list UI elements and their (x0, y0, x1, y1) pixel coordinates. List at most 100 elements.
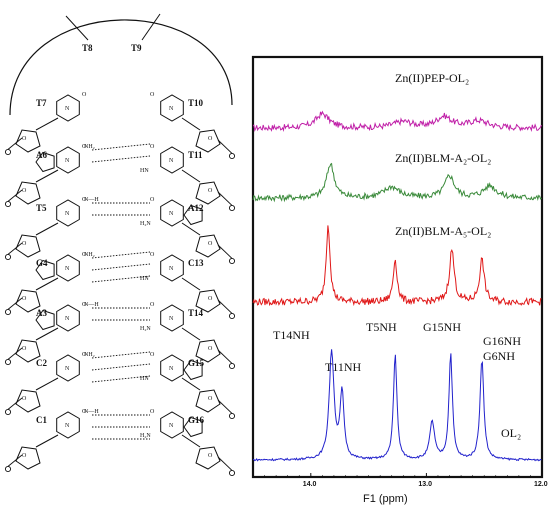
base-a12-n: N (169, 211, 174, 217)
base-a6-ring (56, 146, 80, 174)
sugar-a3-oxygen: O (22, 346, 27, 352)
base-a6-n: N (65, 158, 70, 164)
base-t14-ring (160, 304, 184, 332)
left-backbone-link-3 (7, 297, 23, 310)
sugar-t11 (195, 181, 221, 205)
base-c2-n: N (65, 366, 70, 372)
right-phosphate-5 (228, 412, 236, 420)
base-t10-o: O (150, 92, 155, 98)
sugar-c2-oxygen: O (22, 396, 27, 402)
hairpin-loop (9, 19, 233, 116)
base-a6-o: O (82, 144, 87, 150)
sugar-t5 (15, 234, 41, 258)
base-t5-n: N (65, 211, 70, 217)
base-g15-glycosidic-bond (181, 377, 201, 391)
trace-label-zn-blm-a5: Zn(II)BLM-A₅-OL₂ (395, 224, 491, 238)
base-a3-n: N (65, 316, 70, 322)
hbond-row3-1 (91, 263, 151, 271)
sugar-t14-oxygen: O (208, 346, 213, 352)
base-label-t14: T14 (188, 308, 204, 318)
base-label-t11: T11 (188, 150, 203, 160)
base-label-a12: A12 (188, 203, 204, 213)
peak-label-g16nh: G16NH (483, 334, 521, 348)
hbond-row5-1 (91, 363, 151, 371)
sugar-g15-oxygen: O (208, 396, 213, 402)
x-axis-ticks: 14.0 13.0 12.0 (264, 473, 548, 488)
base-g16-imidazole (183, 416, 203, 438)
loop-tick-t9 (141, 13, 161, 41)
base-label-t7: T7 (36, 98, 47, 108)
trace-label-zn-blm-a2: Zn(II)BLM-A₂-OL₂ (395, 151, 491, 165)
spectrum-traces (252, 110, 542, 462)
sugar-t14 (195, 339, 221, 363)
sugar-a3 (15, 339, 41, 363)
left-backbone-link-0 (7, 137, 23, 150)
peak-label-g6nh: G6NH (483, 349, 515, 363)
spectrum-trace-1 (252, 162, 542, 203)
base-a12-o: O (150, 197, 155, 203)
hbond-donor-6: N—H (84, 409, 99, 415)
hbond-row5-0 (91, 351, 151, 359)
base-c13-ring (160, 254, 184, 282)
sugar-c13-oxygen: O (208, 296, 213, 302)
right-backbone-link-6 (217, 456, 233, 471)
peak-label-t11nh: T11NH (325, 360, 362, 374)
base-c1-n: N (65, 423, 70, 429)
base-label-g4: G4 (36, 258, 48, 268)
sugar-phosphate-backbone: O O O O O O O O O O O O O O (4, 129, 236, 477)
hbond-row3-2 (91, 275, 151, 283)
x-tick-label-1: 13.0 (418, 481, 432, 488)
sugar-g16 (195, 446, 221, 470)
sugar-g16-oxygen: O (208, 453, 213, 459)
base-g16-glycosidic-bond (181, 434, 201, 448)
sugar-t7-oxygen: O (22, 136, 27, 142)
base-c2-ring (56, 354, 80, 382)
base-t7-ring (56, 94, 80, 122)
base-c1-o: O (82, 409, 87, 415)
sugar-g4 (15, 289, 41, 313)
left-backbone-link-4 (7, 347, 23, 360)
base-g16-o: O (150, 409, 155, 415)
base-a12-imidazole (183, 204, 203, 226)
sugar-c13 (195, 289, 221, 313)
base-t10-glycosidic-bond (181, 117, 201, 131)
left-backbone-link-2 (7, 242, 23, 255)
base-c13-glycosidic-bond (181, 277, 201, 291)
base-a3-glycosidic-bond (35, 327, 59, 341)
base-t7-glycosidic-bond (35, 117, 59, 131)
base-c1-glycosidic-bond (35, 434, 59, 448)
peak-label-g15nh: G15NH (423, 320, 461, 334)
right-backbone-link-1 (217, 191, 233, 206)
base-label-a3: A3 (36, 308, 47, 318)
base-a6-imidazole (35, 151, 55, 173)
left-backbone-link-5 (7, 397, 23, 410)
right-phosphate-0 (228, 152, 236, 160)
hbond-acceptor-5: HN (140, 376, 149, 382)
base-g4-ring (56, 254, 80, 282)
x-tick-label-0: 14.0 (303, 481, 317, 488)
sugar-a6 (15, 181, 41, 205)
base-g15-n: N (169, 366, 174, 372)
hbond-acceptor-2: H₂N (140, 221, 151, 227)
hbond-donor-1: NH₂ (84, 144, 95, 150)
base-t14-glycosidic-bond (181, 327, 201, 341)
sugar-a12-oxygen: O (208, 241, 213, 247)
base-g16-n: N (169, 423, 174, 429)
hbond-row1-0 (91, 143, 151, 151)
nucleobases: T7 N O A6 N O T5 N O G4 N O A3 N O C2 N O C1 N O T10 N O T11 N O A1… (35, 92, 205, 448)
base-c1-ring (56, 411, 80, 439)
base-t14-n: N (169, 316, 174, 322)
spectrum-trace-3 (252, 349, 542, 462)
base-t10-n: N (169, 106, 174, 112)
loop-tick-t8 (65, 15, 89, 41)
base-g15-o: O (150, 352, 155, 358)
nmr-spectra-panel: Zn(II)PEP-OL₂ Zn(II)BLM-A₂-OL₂ Zn(II)BLM… (251, 55, 548, 505)
hbond-donor-5: NH₂ (84, 352, 95, 358)
plot-frame (251, 55, 544, 479)
base-g16-ring (160, 411, 184, 439)
base-g4-imidazole (35, 259, 55, 281)
right-backbone-link-5 (217, 399, 233, 414)
base-c13-n: N (169, 266, 174, 272)
base-c2-o: O (82, 352, 87, 358)
spectrum-trace-2 (252, 225, 542, 307)
